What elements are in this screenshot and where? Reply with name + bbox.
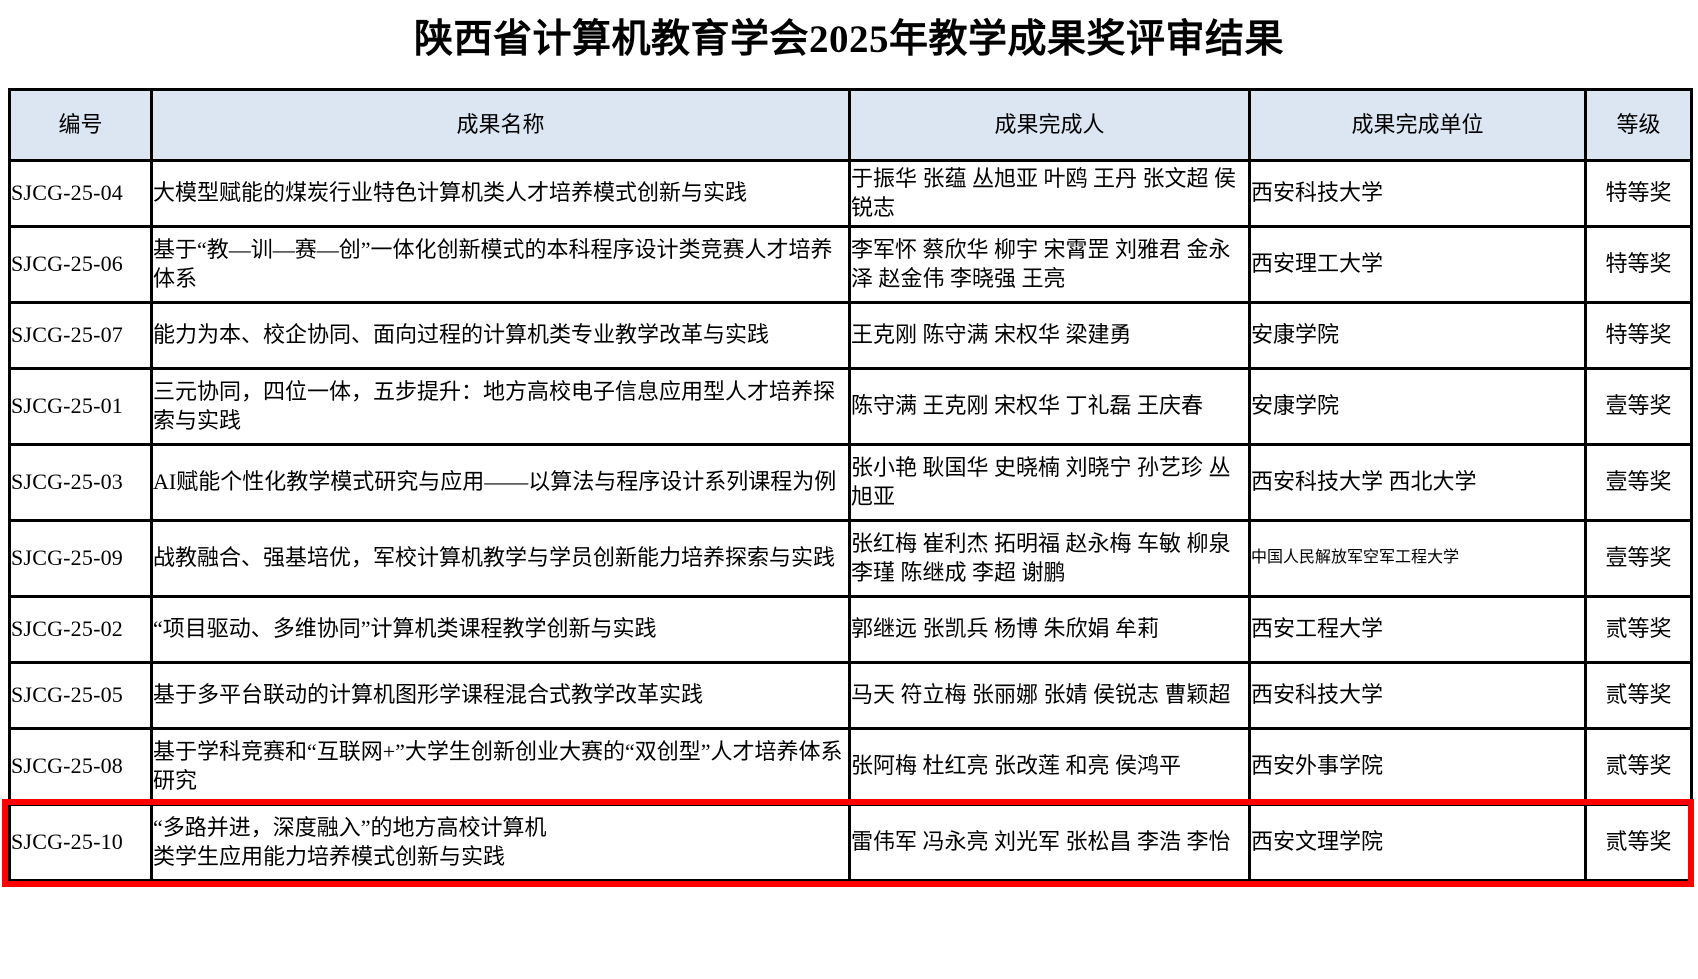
table-row: SJCG-25-07 能力为本、校企协同、面向过程的计算机类专业教学改革与实践 王克… bbox=[8, 301, 1693, 370]
cell-organization: 西安科技大学 bbox=[1248, 661, 1587, 730]
cell-organization: 西安科技大学 西北大学 bbox=[1248, 443, 1587, 522]
results-table-container: 编号 成果名称 成果完成人 成果完成单位 等级 SJCG-25-04 大模型赋能的… bbox=[8, 88, 1693, 882]
column-header-name: 成果名称 bbox=[150, 88, 851, 162]
cell-result-id: SJCG-25-02 bbox=[8, 595, 153, 664]
cell-result-id: SJCG-25-06 bbox=[8, 225, 153, 304]
cell-organization: 西安文理学院 bbox=[1248, 803, 1587, 882]
table-row: SJCG-25-02 “项目驱动、多维协同”计算机类课程教学创新与实践 郭继远 张凯… bbox=[8, 595, 1693, 664]
cell-organization: 中国人民解放军空军工程大学 bbox=[1248, 519, 1587, 598]
column-header-org: 成果完成单位 bbox=[1248, 88, 1587, 162]
cell-result-name: 大模型赋能的煤炭行业特色计算机类人才培养模式创新与实践 bbox=[150, 159, 851, 228]
table-row: SJCG-25-09 战教融合、强基培优，军校计算机教学与学员创新能力培养探索与实… bbox=[8, 519, 1693, 598]
cell-result-id: SJCG-25-01 bbox=[8, 367, 153, 446]
cell-award-grade: 贰等奖 bbox=[1584, 595, 1693, 664]
cell-award-grade: 贰等奖 bbox=[1584, 727, 1693, 806]
cell-contributors: 于振华 张蕴 丛旭亚 叶鸥 王丹 张文超 侯锐志 bbox=[848, 159, 1251, 228]
table-header-row: 编号 成果名称 成果完成人 成果完成单位 等级 bbox=[8, 88, 1693, 162]
cell-contributors: 王克刚 陈守满 宋权华 梁建勇 bbox=[848, 301, 1251, 370]
column-header-id: 编号 bbox=[8, 88, 153, 162]
award-results-table: 编号 成果名称 成果完成人 成果完成单位 等级 SJCG-25-04 大模型赋能的… bbox=[8, 88, 1693, 882]
cell-result-id: SJCG-25-04 bbox=[8, 159, 153, 228]
cell-organization: 安康学院 bbox=[1248, 301, 1587, 370]
table-row: SJCG-25-01 三元协同，四位一体，五步提升：地方高校电子信息应用型人才培养… bbox=[8, 367, 1693, 446]
cell-result-id: SJCG-25-07 bbox=[8, 301, 153, 370]
table-row: SJCG-25-05 基于多平台联动的计算机图形学课程混合式教学改革实践 马天 符立… bbox=[8, 661, 1693, 730]
cell-organization: 西安外事学院 bbox=[1248, 727, 1587, 806]
cell-result-id: SJCG-25-08 bbox=[8, 727, 153, 806]
column-header-grade: 等级 bbox=[1584, 88, 1693, 162]
page-title: 陕西省计算机教育学会2025年教学成果奖评审结果 bbox=[413, 18, 1284, 61]
cell-organization: 西安科技大学 bbox=[1248, 159, 1587, 228]
cell-result-name: 能力为本、校企协同、面向过程的计算机类专业教学改革与实践 bbox=[150, 301, 851, 370]
table-row: SJCG-25-03 AI赋能个性化教学模式研究与应用——以算法与程序设计系列课程… bbox=[8, 443, 1693, 522]
cell-award-grade: 特等奖 bbox=[1584, 301, 1693, 370]
cell-contributors: 张红梅 崔利杰 拓明福 赵永梅 车敏 柳泉 李瑾 陈继成 李超 谢鹏 bbox=[848, 519, 1251, 598]
cell-award-grade: 壹等奖 bbox=[1584, 443, 1693, 522]
cell-result-name: 基于多平台联动的计算机图形学课程混合式教学改革实践 bbox=[150, 661, 851, 730]
cell-award-grade: 壹等奖 bbox=[1584, 519, 1693, 598]
cell-result-name: 基于学科竞赛和“互联网+”大学生创新创业大赛的“双创型”人才培养体系研究 bbox=[150, 727, 851, 806]
cell-award-grade: 特等奖 bbox=[1584, 225, 1693, 304]
table-row: SJCG-25-10 “多路并进，深度融入”的地方高校计算机 类学生应用能力培养模式… bbox=[8, 803, 1693, 882]
cell-contributors: 张小艳 耿国华 史晓楠 刘晓宁 孙艺珍 丛旭亚 bbox=[848, 443, 1251, 522]
cell-result-id: SJCG-25-10 bbox=[8, 803, 153, 882]
cell-contributors: 郭继远 张凯兵 杨博 朱欣娟 牟莉 bbox=[848, 595, 1251, 664]
cell-contributors: 雷伟军 冯永亮 刘光军 张松昌 李浩 李怡 bbox=[848, 803, 1251, 882]
table-body: SJCG-25-04 大模型赋能的煤炭行业特色计算机类人才培养模式创新与实践 于振华… bbox=[8, 159, 1693, 882]
cell-result-name: 三元协同，四位一体，五步提升：地方高校电子信息应用型人才培养探索与实践 bbox=[150, 367, 851, 446]
cell-result-id: SJCG-25-03 bbox=[8, 443, 153, 522]
cell-award-grade: 特等奖 bbox=[1584, 159, 1693, 228]
cell-contributors: 张阿梅 杜红亮 张改莲 和亮 侯鸿平 bbox=[848, 727, 1251, 806]
cell-result-name: 战教融合、强基培优，军校计算机教学与学员创新能力培养探索与实践 bbox=[150, 519, 851, 598]
cell-result-name: AI赋能个性化教学模式研究与应用——以算法与程序设计系列课程为例 bbox=[150, 443, 851, 522]
cell-award-grade: 贰等奖 bbox=[1584, 803, 1693, 882]
table-row: SJCG-25-08 基于学科竞赛和“互联网+”大学生创新创业大赛的“双创型”人才… bbox=[8, 727, 1693, 806]
cell-award-grade: 贰等奖 bbox=[1584, 661, 1693, 730]
table-row: SJCG-25-04 大模型赋能的煤炭行业特色计算机类人才培养模式创新与实践 于振华… bbox=[8, 159, 1693, 228]
table-header: 编号 成果名称 成果完成人 成果完成单位 等级 bbox=[8, 88, 1693, 162]
table-row: SJCG-25-06 基于“教—训—赛—创”一体化创新模式的本科程序设计类竞赛人才… bbox=[8, 225, 1693, 304]
cell-result-id: SJCG-25-05 bbox=[8, 661, 153, 730]
cell-result-name-line-2: 类学生应用能力培养模式创新与实践 bbox=[153, 843, 506, 869]
cell-contributors: 李军怀 蔡欣华 柳宇 宋霄罡 刘雅君 金永泽 赵金伟 李晓强 王亮 bbox=[848, 225, 1251, 304]
column-header-people: 成果完成人 bbox=[848, 88, 1251, 162]
cell-result-name: 基于“教—训—赛—创”一体化创新模式的本科程序设计类竞赛人才培养体系 bbox=[150, 225, 851, 304]
cell-contributors: 马天 符立梅 张丽娜 张婧 侯锐志 曹颖超 bbox=[848, 661, 1251, 730]
cell-result-name-line-1: “多路并进，深度融入”的地方高校计算机 bbox=[153, 815, 547, 841]
cell-organization: 西安工程大学 bbox=[1248, 595, 1587, 664]
cell-organization: 安康学院 bbox=[1248, 367, 1587, 446]
cell-contributors: 陈守满 王克刚 宋权华 丁礼磊 王庆春 bbox=[848, 367, 1251, 446]
cell-result-name: “项目驱动、多维协同”计算机类课程教学创新与实践 bbox=[150, 595, 851, 664]
cell-award-grade: 壹等奖 bbox=[1584, 367, 1693, 446]
cell-organization: 西安理工大学 bbox=[1248, 225, 1587, 304]
cell-result-name: “多路并进，深度融入”的地方高校计算机 类学生应用能力培养模式创新与实践 bbox=[150, 803, 851, 882]
cell-result-id: SJCG-25-09 bbox=[8, 519, 153, 598]
